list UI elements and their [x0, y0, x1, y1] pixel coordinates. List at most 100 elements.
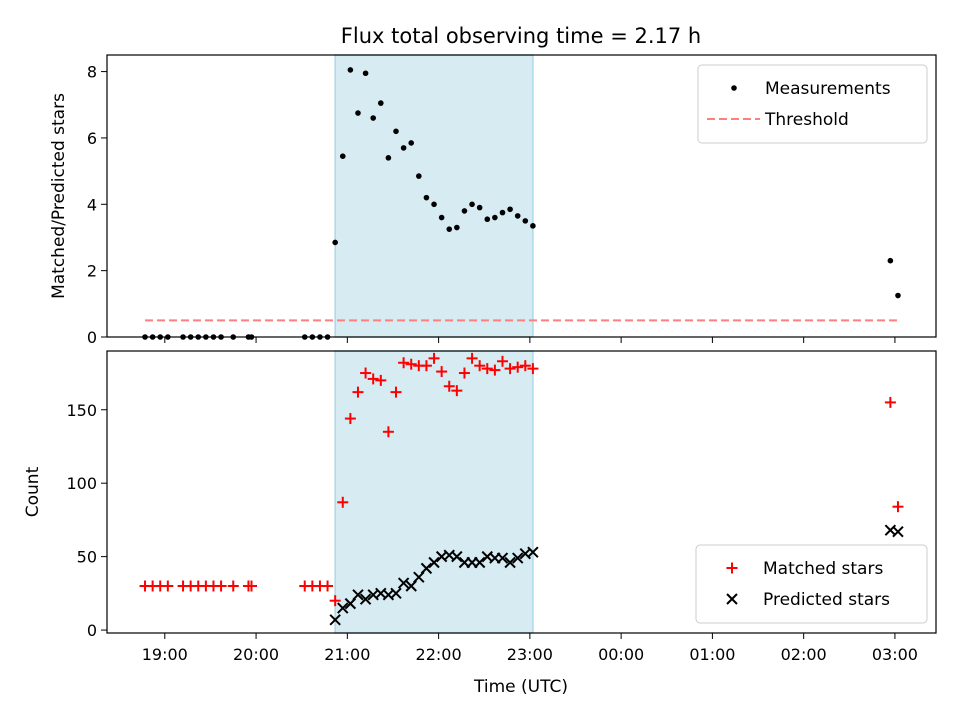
predicted-stars-point: [390, 587, 402, 600]
matched-stars-point: [512, 361, 524, 373]
measurement-point: [454, 224, 460, 231]
predicted-stars-point-b: [382, 589, 395, 601]
measurement-point: [385, 155, 392, 161]
predicted-stars-point: [504, 556, 516, 569]
legend-label: Threshold: [764, 110, 849, 130]
matched-stars-point: [390, 386, 402, 398]
y-tick-label: 150: [66, 401, 97, 420]
predicted-stars-point: [473, 556, 486, 569]
matched-stars-point: [466, 352, 478, 364]
x-tick-label: 20:00: [233, 645, 279, 664]
x-tick-label: 00:00: [598, 645, 644, 664]
predicted-stars-point-b: [352, 589, 364, 601]
matched-stars-point: [360, 367, 372, 379]
predicted-stars-point: [420, 562, 433, 575]
matched-stars-point: [474, 360, 486, 372]
legend-box: [695, 544, 928, 624]
matched-stars-point: [884, 396, 896, 408]
predicted-stars-point-b: [451, 550, 463, 563]
measurement-point: [887, 257, 894, 264]
matched-stars-point: [352, 386, 364, 398]
matched-stars-point: [527, 363, 539, 375]
y-tick-label: 2: [87, 262, 97, 281]
measurement-point: [370, 115, 376, 121]
axes-frame: [106, 54, 937, 338]
predicted-stars-point: [511, 552, 524, 564]
matched-stars-point: [215, 580, 227, 592]
matched-stars-point: [892, 501, 904, 513]
measurement-point: [355, 110, 361, 116]
matched-stars-point: [504, 363, 516, 375]
x-tick-label: 23:00: [507, 645, 553, 664]
measurement-point: [461, 208, 468, 214]
matched-stars-point: [496, 355, 508, 367]
predicted-stars-point-b: [359, 593, 372, 605]
y-tick-label: 0: [87, 621, 97, 640]
measurement-point: [377, 100, 384, 106]
legend-measurement-swatch: [731, 85, 737, 91]
figure-title: Flux total observing time = 2.17 h: [341, 24, 701, 48]
legend: Measurements Threshold: [697, 64, 928, 144]
predicted-stars-point: [428, 556, 440, 569]
y-tick-label: 4: [87, 195, 97, 214]
matched-stars-point: [227, 580, 239, 592]
predicted-stars-point: [329, 614, 341, 626]
predicted-stars-point: [337, 602, 349, 614]
predicted-stars-point: [527, 546, 539, 558]
measurement-point: [522, 218, 529, 224]
legend-predicted-swatch-b: [726, 593, 738, 605]
observing-window-span: [334, 54, 534, 338]
measurement-point: [400, 145, 407, 151]
measurement-point: [416, 173, 422, 179]
predicted-stars-point-b: [504, 556, 516, 569]
x-tick-label: 02:00: [781, 645, 827, 664]
legend-label: Measurements: [765, 79, 891, 99]
predicted-stars-point-b: [511, 552, 524, 564]
y-tick-label: 0: [87, 328, 97, 347]
legend: Matched stars Predicted stars: [695, 544, 928, 624]
matched-stars-point: [405, 358, 417, 370]
legend-label: Predicted stars: [763, 590, 890, 610]
predicted-stars-point-b: [420, 562, 433, 575]
predicted-stars-point-b: [519, 547, 532, 560]
measurement-point: [499, 209, 506, 216]
predicted-stars-point-b: [435, 550, 448, 563]
predicted-stars-point: [892, 525, 904, 538]
matched-stars-point: [489, 364, 501, 376]
matched-stars-point: [481, 363, 493, 375]
matched-stars-point: [322, 580, 334, 592]
predicted-stars-point: [496, 552, 509, 564]
predicted-stars-point: [397, 577, 410, 589]
matched-stars-point: [420, 360, 432, 372]
x-tick-label: 01:00: [689, 645, 735, 664]
predicted-stars-point: [359, 593, 372, 605]
top-panel: 0 2 4 6 8 Matched/Predicted stars Measurements…: [49, 54, 937, 347]
measurement-point: [332, 239, 338, 246]
y-tick-label: 100: [66, 474, 97, 493]
predicted-stars-point-b: [428, 556, 440, 569]
measurement-point: [408, 140, 415, 146]
measurement-point: [446, 226, 453, 232]
measurement-point: [507, 206, 513, 213]
predicted-stars-point-b: [329, 614, 341, 626]
x-axis-label: Time (UTC): [473, 677, 568, 697]
predicted-stars-point-b: [496, 552, 509, 564]
measurement-point: [492, 214, 498, 221]
measurement-point: [393, 128, 399, 135]
predicted-stars-point-b: [367, 589, 379, 601]
y-tick-label: 8: [87, 63, 97, 82]
measurement-point: [423, 194, 430, 201]
measurement-point: [431, 201, 437, 208]
y-tick-label: 50: [77, 548, 97, 567]
measurement-point: [362, 70, 369, 77]
matched-stars-point: [344, 413, 356, 425]
x-tick-label: 22:00: [416, 645, 462, 664]
matched-stars-point: [436, 366, 448, 378]
predicted-stars-point-b: [527, 546, 539, 558]
matched-stars-point: [451, 385, 463, 397]
matched-stars-point: [398, 357, 410, 369]
matched-stars-point: [375, 374, 387, 386]
x-tick-label: 21:00: [324, 645, 370, 664]
predicted-stars-point-b: [397, 577, 410, 589]
